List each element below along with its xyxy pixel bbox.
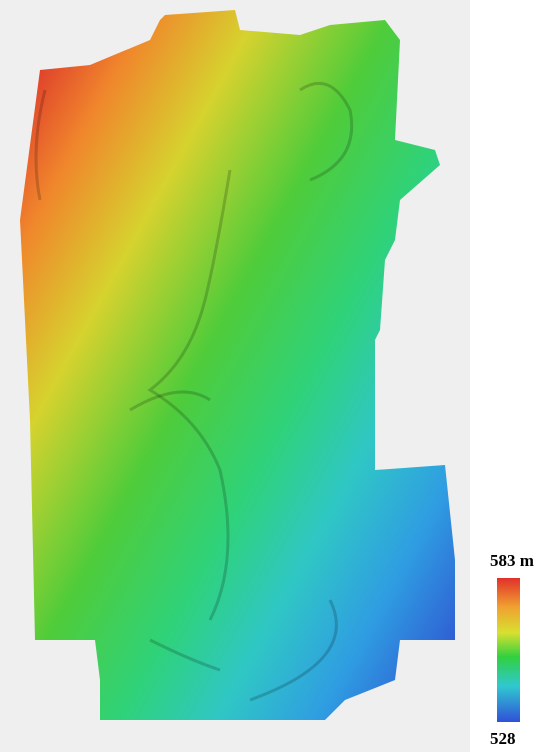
map-view: 583 m 528 <box>0 0 549 752</box>
scale-max-label: 583 m <box>490 551 534 570</box>
color-scale <box>497 578 520 722</box>
scale-min-label: 528 <box>490 729 516 748</box>
